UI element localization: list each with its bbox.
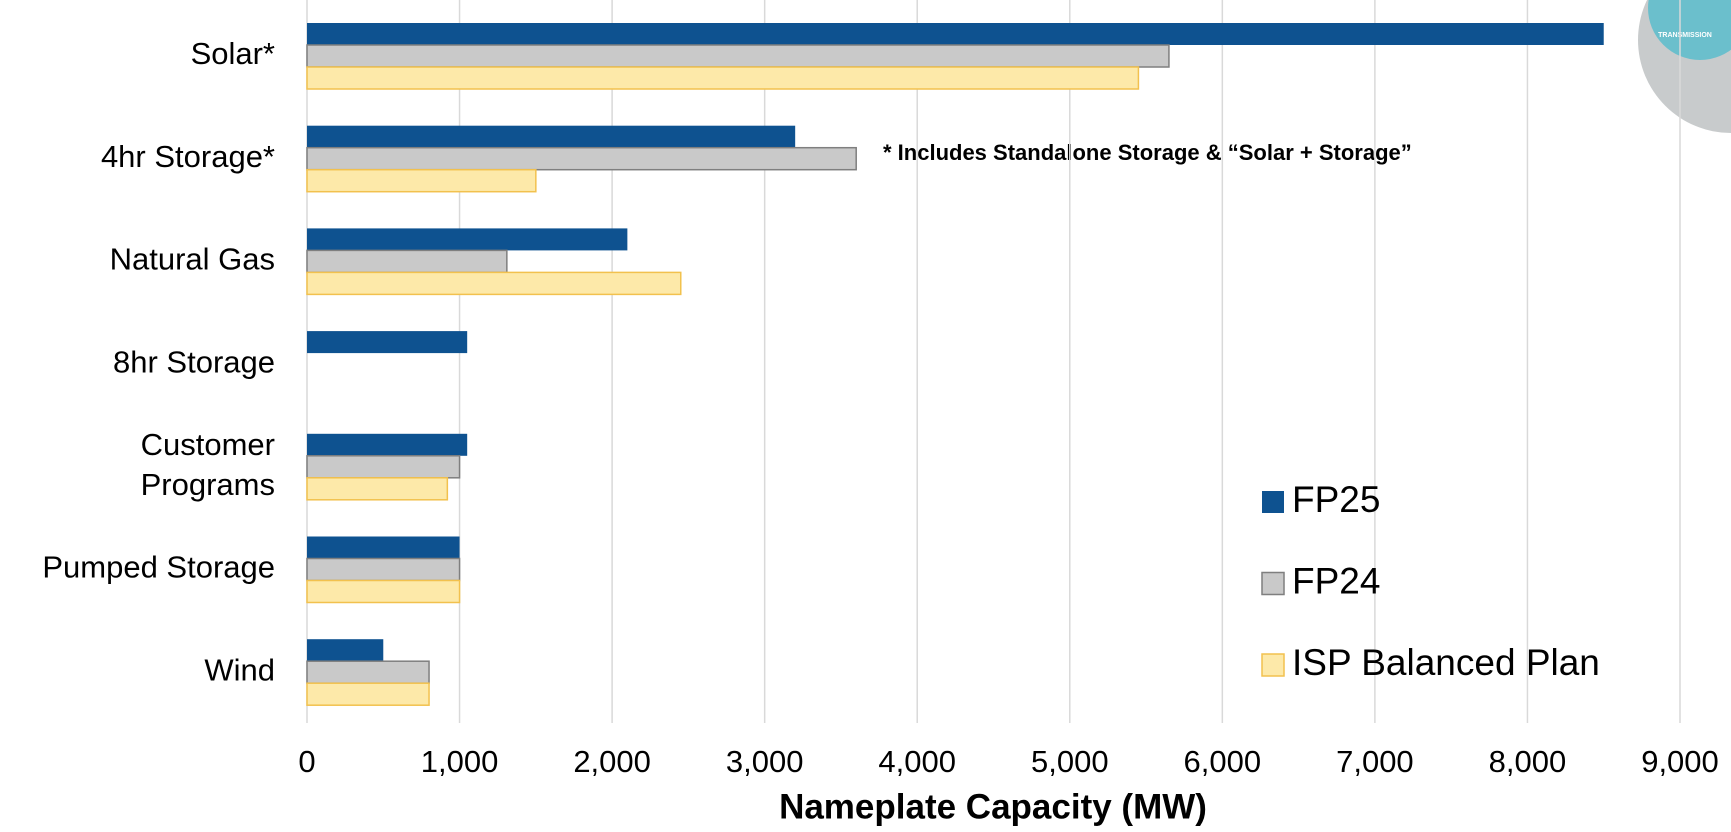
y-tick-label: 8hr Storage	[113, 344, 275, 379]
bar	[306, 271, 682, 296]
logo-circle	[1648, 0, 1731, 60]
y-tick-label: Natural Gas	[110, 242, 275, 277]
bar	[307, 125, 796, 148]
grid	[306, 0, 1681, 723]
y-tick-label: Wind	[204, 652, 275, 687]
x-tick-label: 5,000	[1031, 744, 1109, 779]
logo-text: TRANSMISSION	[1658, 32, 1712, 39]
bar	[306, 146, 857, 171]
legend-label: FP24	[1292, 560, 1380, 601]
y-tick-label: Pumped Storage	[42, 550, 275, 585]
x-tick-label: 2,000	[573, 744, 651, 779]
bar	[307, 23, 1604, 45]
bar	[306, 168, 537, 193]
bar	[306, 44, 1170, 68]
logo: TRANSMISSION	[1638, 0, 1731, 133]
x-tick-label: 9,000	[1641, 744, 1719, 779]
x-tick-label: 4,000	[878, 744, 956, 779]
x-tick-label: 0	[298, 744, 315, 779]
x-axis-title: Nameplate Capacity (MW)	[779, 787, 1207, 826]
annotation: * Includes Standalone Storage & “Solar +…	[883, 140, 1412, 165]
legend-label: FP25	[1292, 479, 1380, 520]
bar	[306, 660, 430, 684]
bar	[307, 536, 460, 559]
bar	[306, 455, 461, 479]
bar	[306, 579, 461, 604]
x-tick-label: 7,000	[1336, 744, 1414, 779]
bar	[306, 557, 461, 582]
legend-swatch	[1262, 491, 1284, 513]
y-tick-label: 4hr Storage*	[101, 139, 275, 174]
bar	[306, 249, 508, 274]
legend-label: ISP Balanced Plan	[1292, 642, 1600, 683]
y-tick-label: Customer Programs	[141, 427, 275, 502]
y-tick-label: Solar*	[191, 36, 275, 71]
bar	[306, 682, 430, 706]
x-tick-label: 3,000	[726, 744, 804, 779]
x-tick-label: 1,000	[421, 744, 499, 779]
bar	[306, 66, 1140, 90]
bar	[306, 477, 449, 501]
x-tick-label: 8,000	[1489, 744, 1567, 779]
bar	[307, 331, 468, 354]
bar	[307, 433, 468, 456]
bar	[307, 228, 628, 251]
legend-swatch	[1261, 571, 1285, 596]
x-tick-label: 6,000	[1184, 744, 1262, 779]
legend-swatch	[1261, 653, 1285, 677]
bar	[307, 639, 384, 662]
